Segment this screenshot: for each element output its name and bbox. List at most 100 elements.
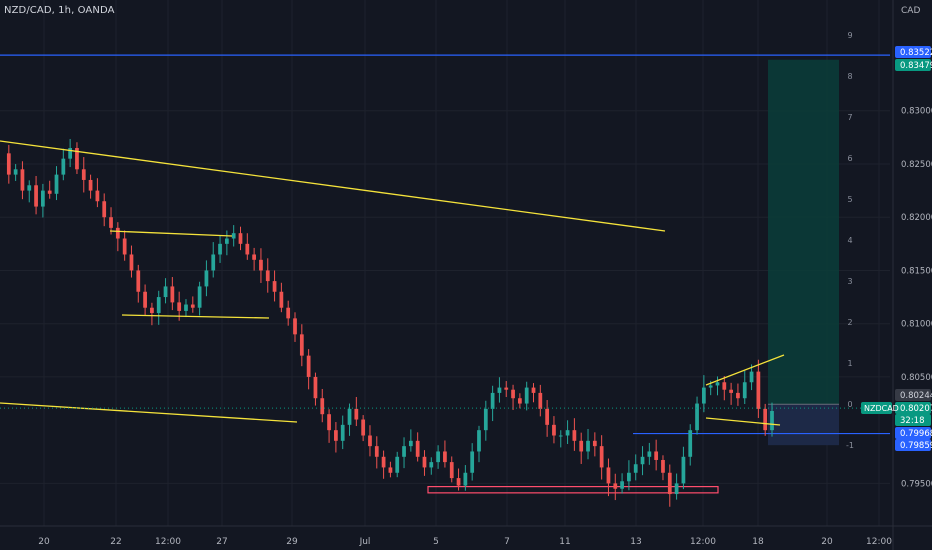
target-zone (768, 59, 839, 405)
candle-body (592, 440, 597, 447)
candle-body (511, 389, 515, 399)
candle-body (579, 440, 584, 452)
price-axis-tag-bg (895, 414, 931, 426)
candle-body (742, 382, 747, 399)
price-axis-tag: 0.80207 (895, 402, 932, 414)
candle-body (715, 382, 720, 386)
candle-body (347, 408, 352, 425)
candle-body (565, 430, 570, 436)
candle-body (552, 424, 556, 436)
level-scale-label: 9 (847, 31, 852, 40)
candle-body (558, 435, 563, 437)
price-axis-tag-text: 0.83479 (900, 61, 932, 71)
candle-body (204, 270, 209, 287)
candle-body (756, 371, 761, 409)
candle-body (136, 270, 141, 292)
candle-body (163, 286, 168, 298)
candle-body (654, 451, 659, 460)
candle-body (456, 478, 461, 486)
price-axis-tag-bg (895, 402, 931, 414)
candle-body (545, 408, 550, 425)
price-axis-tag-text: 0.79859 (900, 441, 932, 451)
level-scale-label: 2 (847, 318, 852, 327)
candle-body (41, 190, 45, 207)
symbol-tag-bg (861, 402, 892, 414)
candle-body (701, 387, 706, 404)
candle-body (361, 419, 366, 436)
candle-body (299, 334, 304, 356)
level-scale-label: -1 (846, 441, 854, 450)
price-axis-tag-text: 0.79968 (900, 429, 932, 439)
trendline (705, 417, 781, 426)
level-scale-label: 8 (847, 72, 852, 81)
candle-body (524, 387, 529, 404)
candle-body (156, 297, 161, 314)
candle-body (422, 456, 427, 468)
candle-body (674, 483, 679, 495)
candle-body (327, 414, 331, 431)
candle-body (286, 307, 291, 319)
candle-body (265, 270, 270, 282)
candle-body (279, 291, 284, 308)
price-axis-tag: 0.83479 (895, 59, 932, 71)
candle-body (224, 238, 229, 244)
candle-body (272, 281, 277, 292)
trendline (705, 354, 785, 386)
time-axis-label: 12:00 (866, 537, 892, 547)
price-axis-tag-text: 32:18 (900, 416, 925, 426)
time-axis-label: 13 (630, 537, 641, 547)
candle-body (88, 179, 93, 191)
candle-body (695, 403, 699, 431)
candle-body (95, 190, 100, 202)
candle-body (586, 440, 590, 452)
candle-body (129, 254, 134, 271)
level-scale-label: 6 (847, 154, 852, 163)
candle-body (504, 387, 509, 390)
price-axis-tag: 32:18 (895, 414, 931, 426)
candle-body (681, 456, 686, 484)
level-scale-label: 5 (847, 195, 852, 204)
candle-body (620, 481, 624, 489)
price-axis-tag-bg (895, 439, 931, 451)
candle-body (20, 169, 25, 191)
candle-body (415, 440, 420, 457)
time-axis-label: 22 (110, 537, 121, 547)
price-axis-tag: 0.79968 (895, 427, 932, 439)
candle-body (443, 451, 447, 463)
candle-body (143, 291, 147, 308)
candle-body (436, 451, 440, 463)
level-scale-label: 1 (847, 359, 852, 368)
candle-body (102, 201, 107, 218)
candle-body (381, 456, 386, 468)
trendline (0, 402, 298, 423)
candle-body (177, 302, 182, 311)
candle-body (661, 459, 665, 473)
time-axis-label: Jul (359, 537, 371, 547)
candle-body (374, 446, 379, 457)
candle-body (68, 148, 73, 159)
candle-body (729, 389, 733, 393)
candle-body (770, 411, 774, 431)
time-axis-label: 18 (752, 537, 764, 547)
level-scale-label: 3 (847, 277, 852, 286)
candle-body (334, 430, 338, 441)
price-axis-tag-bg (895, 427, 931, 439)
candle-body (449, 462, 454, 479)
price-axis-tag-bg (895, 46, 931, 58)
candle-body (722, 382, 727, 390)
candle-body (429, 462, 434, 468)
candle-body (408, 440, 413, 447)
candle-body (647, 451, 652, 457)
support-zone-box (427, 486, 719, 494)
candle-body (538, 392, 543, 409)
candle-body (354, 408, 359, 420)
candle-body (61, 158, 66, 175)
candle-body (150, 307, 154, 314)
